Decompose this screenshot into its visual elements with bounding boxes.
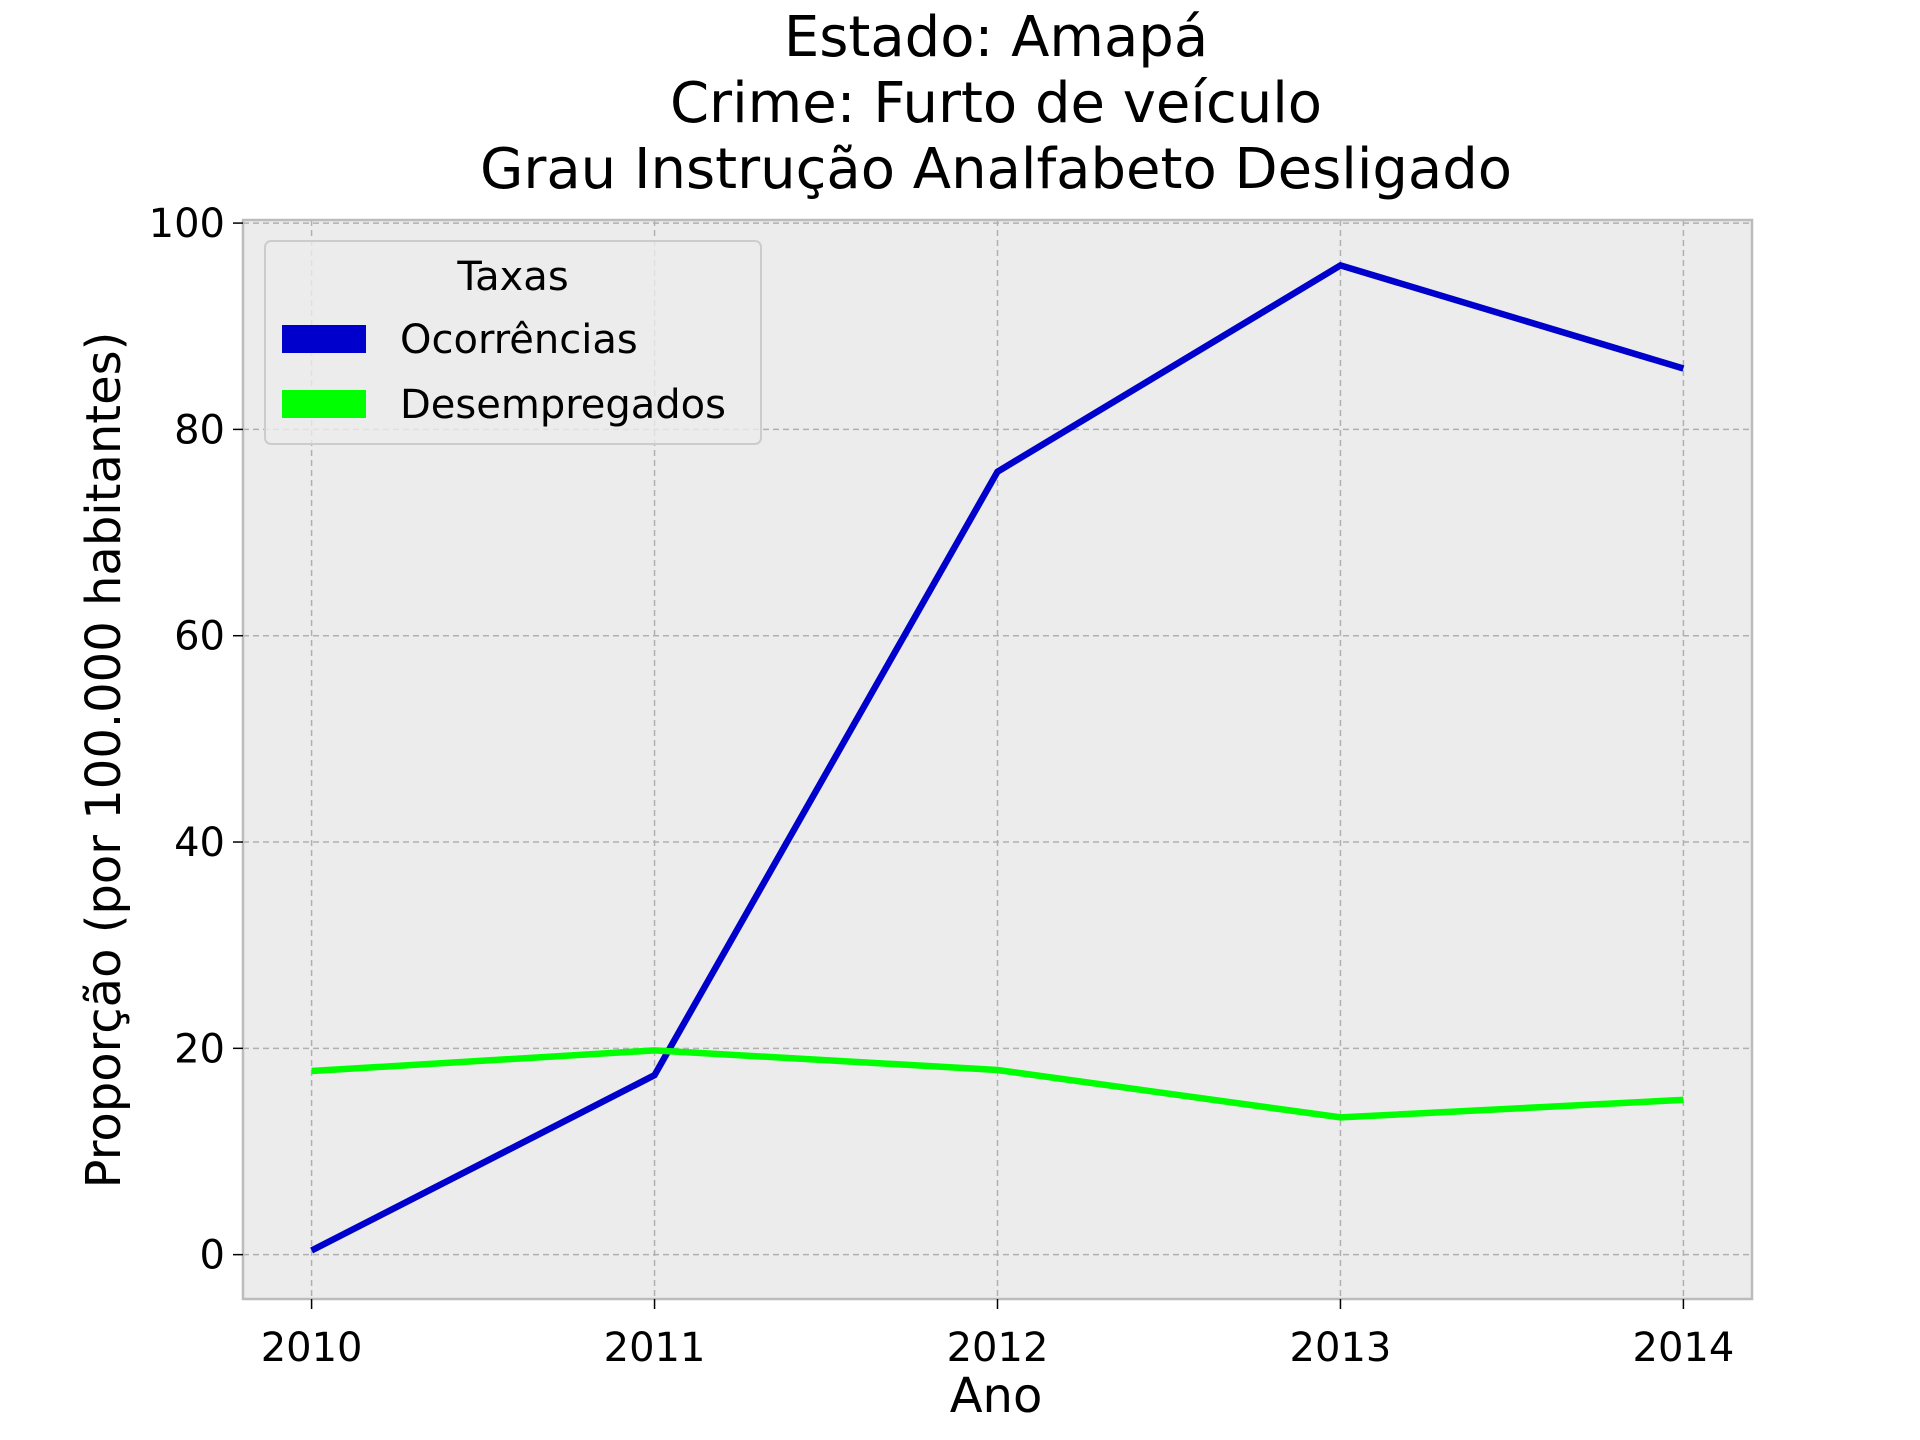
chart-title: Estado: Amapá Crime: Furto de veículo Gr… xyxy=(480,5,1512,202)
legend-title: Taxas xyxy=(456,254,568,300)
legend-swatch-desempregados xyxy=(282,390,366,418)
y-tick-label: 100 xyxy=(149,201,225,247)
y-axis-label: Proporção (por 100.000 habitantes) xyxy=(76,332,132,1189)
y-tick-label: 60 xyxy=(174,614,225,660)
title-line-3: Grau Instrução Analfabeto Desligado xyxy=(480,137,1512,202)
legend: Taxas Ocorrências Desempregados xyxy=(264,240,762,445)
legend-label-desempregados: Desempregados xyxy=(400,382,726,428)
y-tick-label: 80 xyxy=(174,407,225,453)
legend-swatch-ocorrencias xyxy=(282,325,366,353)
x-tick-label: 2011 xyxy=(604,1325,706,1371)
series-line-desempregados xyxy=(311,1047,1684,1121)
y-tick-label: 20 xyxy=(174,1026,225,1072)
legend-frame xyxy=(264,240,762,445)
x-tick-label: 2012 xyxy=(947,1325,1049,1371)
x-tick-label: 2010 xyxy=(261,1325,363,1371)
y-tick-label: 0 xyxy=(200,1233,225,1279)
series-line-ocorrencias xyxy=(310,261,1685,1254)
title-line-2: Crime: Furto de veículo xyxy=(670,71,1322,136)
legend-label-ocorrencias: Ocorrências xyxy=(400,317,638,363)
series-lines xyxy=(310,261,1685,1254)
y-tick-label: 40 xyxy=(174,820,225,866)
x-tick-label: 2013 xyxy=(1290,1325,1392,1371)
axis-ticks: 2010 2011 2012 2013 2014 0 20 40 60 80 100 xyxy=(149,201,1735,1371)
x-axis-label: Ano xyxy=(950,1368,1043,1424)
x-tick-label: 2014 xyxy=(1633,1325,1735,1371)
title-line-1: Estado: Amapá xyxy=(784,5,1208,70)
